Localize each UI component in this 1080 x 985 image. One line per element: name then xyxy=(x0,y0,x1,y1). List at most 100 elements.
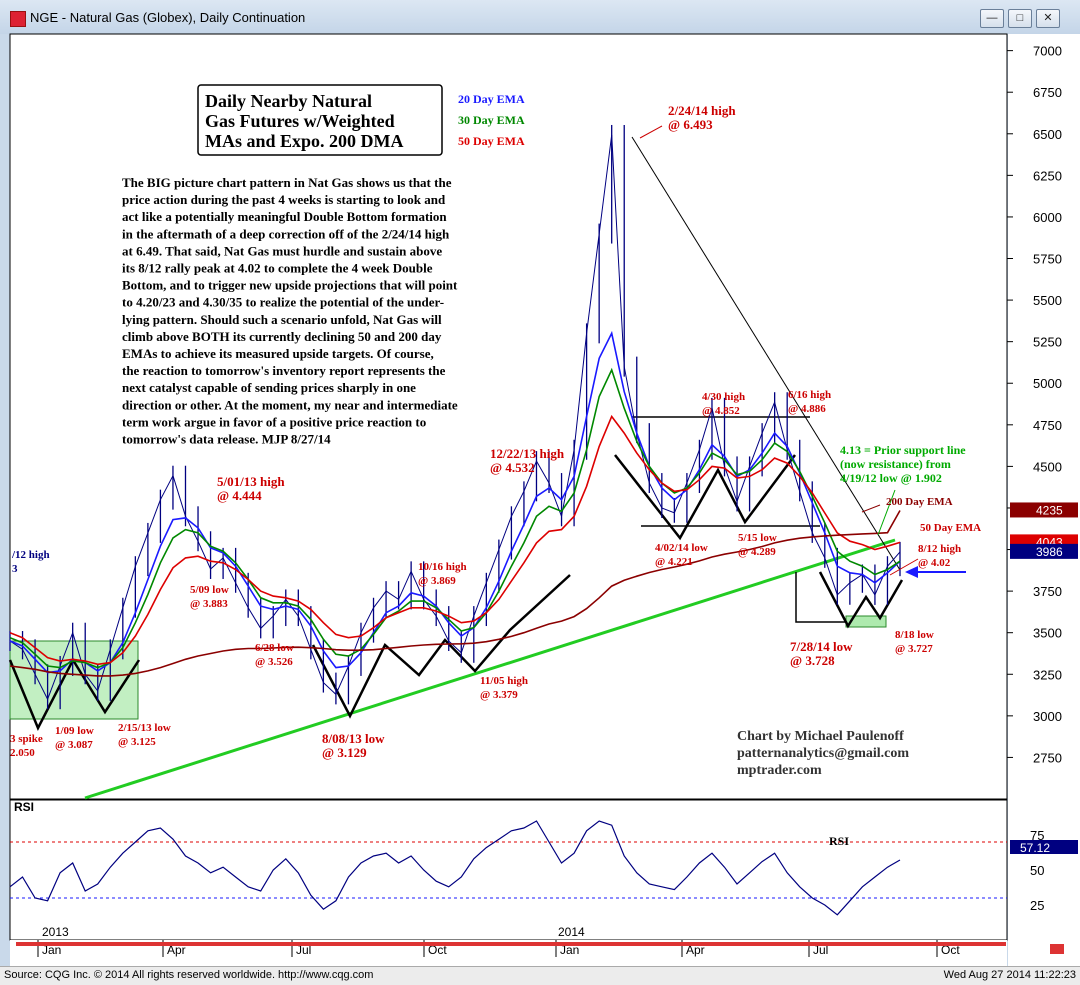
point-label: 8/08/13 low xyxy=(322,731,385,746)
commentary-line: price action during the past 4 weeks is … xyxy=(122,192,446,207)
point-label-group: 12/22/13 high@ 4.532 xyxy=(490,446,565,475)
support-note-line: 4/19/12 low @ 1.902 xyxy=(840,471,942,485)
commentary-line: direction or other. At the moment, my ne… xyxy=(122,397,458,412)
point-label-group: 200 Day EMA xyxy=(886,496,953,508)
point-label: 4/30 high xyxy=(702,391,745,403)
point-label: @ 3.129 xyxy=(322,745,367,760)
minimize-button[interactable]: — xyxy=(980,9,1004,28)
w-pattern-2013-mid xyxy=(311,574,571,719)
commentary-line: act like a potentially meaningful Double… xyxy=(122,209,447,224)
point-label-group: 2/15/13 low @ 3.125 xyxy=(118,722,171,748)
downtrend-line xyxy=(631,136,901,571)
price-close-line xyxy=(9,134,901,701)
rsi-panel-title: RSI xyxy=(14,800,34,814)
point-label: @ 3.379 xyxy=(480,689,518,701)
measured-move-bracket xyxy=(795,572,846,623)
point-label: @ 4.289 xyxy=(738,546,776,558)
point-label: 50 Day EMA xyxy=(920,522,981,534)
point-label: 200 Day EMA xyxy=(886,496,953,508)
ema30-line xyxy=(9,367,901,669)
credit-line: mptrader.com xyxy=(737,763,822,778)
point-label: @ 3.883 xyxy=(190,598,228,610)
support-note-line: (now resistance) from xyxy=(840,457,951,471)
rsi-badge-bg xyxy=(1010,840,1078,854)
month-label: Jan xyxy=(42,943,61,957)
price-tick-label: 5500 xyxy=(1033,293,1062,308)
commentary-line: lying pattern. Should such a scenario un… xyxy=(122,312,442,327)
scroll-arrow-icon xyxy=(1050,944,1064,954)
rsi-plot-area xyxy=(9,799,1008,941)
point-label: @ 4.02 xyxy=(918,557,951,569)
main-plot-area xyxy=(9,33,1008,800)
point-label: @ 4.221 xyxy=(655,556,693,568)
window-title: NGE - Natural Gas (Globex), Daily Contin… xyxy=(30,10,306,25)
month-label: Apr xyxy=(167,943,186,957)
price-tick-label: 5250 xyxy=(1033,335,1062,350)
point-label-group: 4/30 high @ 4.852 xyxy=(702,391,745,417)
point-label: 1/09 low xyxy=(55,725,94,737)
support-trendline xyxy=(84,538,896,800)
chart-title-line: Daily Nearby Natural xyxy=(205,91,372,111)
commentary-line: to 4.20/23 and 4.30/35 to realize the po… xyxy=(122,295,444,310)
point-label: 5/15 low xyxy=(738,532,777,544)
dma200-label-pointer xyxy=(861,504,881,513)
price-tick-label: 3250 xyxy=(1033,667,1062,682)
point-label: @ 3.728 xyxy=(790,653,835,668)
point-label-group: 8/18 low @ 3.727 xyxy=(895,629,934,655)
maximize-button[interactable]: □ xyxy=(1008,9,1032,28)
rsi-line xyxy=(9,820,901,916)
point-label-group: 8/08/13 low@ 3.129 xyxy=(322,731,385,760)
point-label-group: 50 Day EMA xyxy=(920,522,981,534)
rsi-inline-label: RSI xyxy=(829,834,849,848)
point-label: @ 6.493 xyxy=(668,117,713,132)
point-label: 3 xyxy=(12,563,18,575)
chart-title-line: MAs and Expo. 200 DMA xyxy=(205,131,404,151)
price-tick-label: 5750 xyxy=(1033,252,1062,267)
point-label: @ 4.852 xyxy=(702,405,740,417)
point-label: 7/28/14 low xyxy=(790,639,853,654)
price-axis-area xyxy=(1008,34,1080,966)
point-label: 2.050 xyxy=(10,747,35,759)
status-footer: Source: CQG Inc. © 2014 All rights reser… xyxy=(0,966,1080,985)
point-label-group: 8/12 high @ 4.02 xyxy=(918,543,961,569)
price-tick-label: 3500 xyxy=(1033,626,1062,641)
month-label: Jul xyxy=(813,943,828,957)
w-pattern-2014-top xyxy=(614,454,797,541)
credit-line: patternanalytics@gmail.com xyxy=(737,746,909,761)
rsi-tick-label: 75 xyxy=(1030,828,1044,843)
ema50-line xyxy=(9,414,901,666)
commentary-line: The BIG picture chart pattern in Nat Gas… xyxy=(122,175,452,190)
point-label-group: 10/16 high @ 3.869 xyxy=(418,561,467,587)
point-label: 5/01/13 high xyxy=(217,474,285,489)
price-tick-label: 6250 xyxy=(1033,168,1062,183)
price-tick-label: 6750 xyxy=(1033,85,1062,100)
point-label-group: 5/15 low @ 4.289 xyxy=(738,532,777,558)
rsi-badge: 57.12 xyxy=(1020,841,1050,855)
rsi-tick-label: 25 xyxy=(1030,898,1044,913)
commentary-line: the reaction to tomorrow's inventory rep… xyxy=(122,363,446,378)
point-label: @ 3.869 xyxy=(418,575,456,587)
footer-source: Source: CQG Inc. © 2014 All rights reser… xyxy=(4,969,374,981)
peak-label-pointer xyxy=(639,125,663,139)
last-price-arrowhead xyxy=(905,566,918,578)
legend-entry: 50 Day EMA xyxy=(458,134,525,148)
price-tick-label: 3750 xyxy=(1033,584,1062,599)
point-label: 2/24/14 high xyxy=(668,103,736,118)
title-bar: NGE - Natural Gas (Globex), Daily Contin… xyxy=(0,0,1080,34)
year-label: 2014 xyxy=(558,925,585,939)
last-price-badge: 3986 xyxy=(1036,545,1063,559)
price-tick-label: 2750 xyxy=(1033,750,1062,765)
support-note-line: 4.13 = Prior support line xyxy=(840,443,966,457)
commentary-line: at 6.49. That said, Nat Gas must hurdle … xyxy=(122,243,442,258)
last-price-badge-bg xyxy=(1010,543,1078,559)
812-label-pointer xyxy=(889,558,919,576)
close-button[interactable]: ✕ xyxy=(1036,9,1060,28)
price-tick-label: 6500 xyxy=(1033,127,1062,142)
year-label: 2013 xyxy=(42,925,69,939)
commentary-line: term work argue in favor of a positive p… xyxy=(122,414,426,429)
point-label-group: 5/09 low @ 3.883 xyxy=(190,584,229,610)
commentary-line: climb above BOTH its currently declining… xyxy=(122,329,442,344)
month-label: Oct xyxy=(428,943,447,957)
price-tick-label: 3000 xyxy=(1033,709,1062,724)
